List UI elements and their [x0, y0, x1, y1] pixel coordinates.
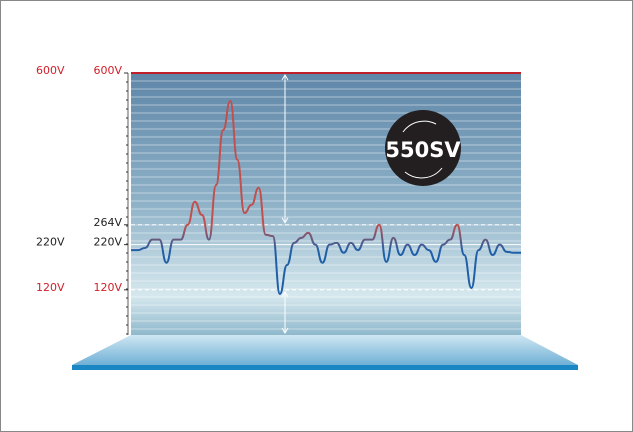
arrow-head: [281, 74, 289, 224]
arrow-head: [281, 290, 289, 334]
badge: [385, 110, 461, 186]
outer-label: 600V: [36, 64, 65, 77]
panel: [131, 73, 521, 335]
y-tick-label: 264V: [93, 216, 122, 229]
outer-label: 120V: [36, 281, 65, 294]
badge-arc: [404, 167, 443, 179]
badge-arc: [402, 120, 437, 133]
voltage-line: [130, 100, 521, 295]
y-tick-label: 120V: [93, 281, 122, 294]
platform-edge: [72, 365, 578, 370]
y-tick-label: 220V: [93, 236, 122, 249]
outer-label: 220V: [36, 236, 65, 249]
platform: [72, 335, 578, 365]
badge-text: 550SV: [385, 138, 461, 162]
y-tick-label: 600V: [93, 64, 122, 77]
